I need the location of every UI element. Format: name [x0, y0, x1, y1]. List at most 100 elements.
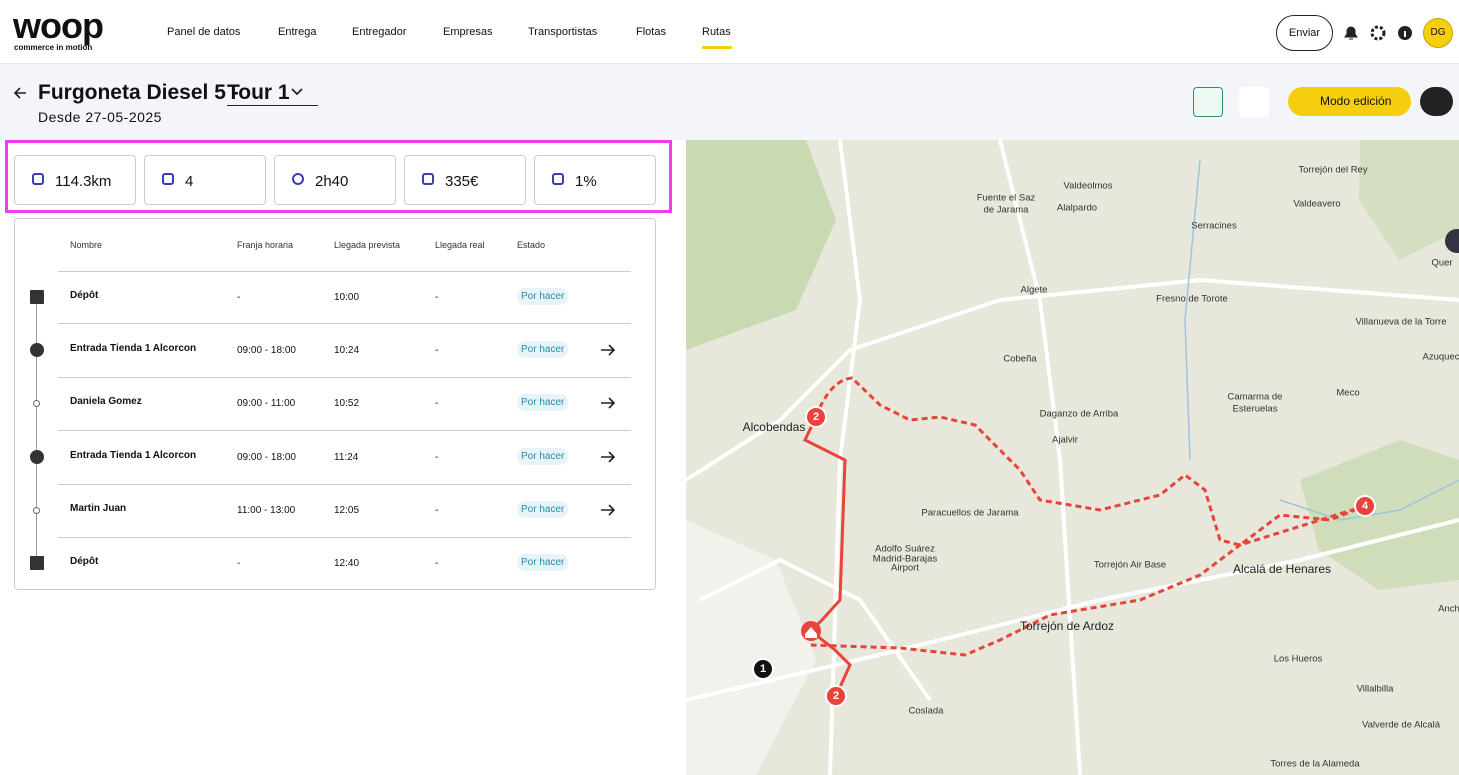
status-badge: Por hacer — [517, 394, 569, 411]
row-divider — [58, 377, 631, 378]
stop-name: Martin Juan — [70, 503, 127, 514]
tour-select[interactable]: Tour 1 — [227, 81, 318, 106]
stop-name: Dépôt — [70, 556, 99, 567]
row-arrow[interactable] — [600, 503, 616, 517]
unlock-button[interactable] — [1193, 87, 1223, 117]
stat-icon — [552, 173, 564, 185]
nav-item[interactable]: Entregador — [352, 26, 407, 38]
map-label: Camarma de — [1227, 391, 1283, 403]
map-label: Torrejón Air Base — [1093, 559, 1167, 571]
map-label: Algete — [1020, 284, 1048, 296]
stop-name: Entrada Tienda 1 Alcorcon — [70, 343, 197, 354]
cell: - — [435, 505, 439, 516]
cell: - — [435, 452, 439, 463]
row-divider — [58, 484, 631, 485]
map-marker[interactable]: 4 — [1354, 495, 1376, 517]
column-header: Estado — [517, 240, 546, 250]
map-label: Esteruelas — [1232, 403, 1278, 415]
timeline — [36, 297, 37, 563]
stop-name: Dépôt — [70, 290, 99, 301]
nav-item[interactable]: Flotas — [636, 26, 666, 38]
map-label: Anch — [1438, 603, 1459, 615]
stat-icon — [32, 173, 44, 185]
map[interactable] — [686, 140, 1459, 775]
cell: - — [237, 558, 241, 569]
navbar: woop commerce in motion Enviar DG — [0, 0, 1459, 64]
cell: - — [435, 398, 439, 409]
map-control[interactable] — [1445, 229, 1459, 253]
map-label: Cobeña — [1003, 353, 1037, 365]
map-label: Serracines — [1191, 220, 1237, 232]
status-badge: Por hacer — [517, 501, 569, 518]
status-badge: Por hacer — [517, 554, 569, 571]
map-label: Airport — [891, 562, 919, 574]
avatar[interactable]: DG — [1423, 18, 1453, 48]
depot-icon — [30, 290, 44, 304]
map-label: Alalpardo — [1056, 202, 1098, 214]
depot-icon — [30, 556, 44, 570]
column-header: Llegada real — [435, 240, 485, 250]
truck-button[interactable] — [1420, 87, 1453, 116]
cell: 10:00 — [334, 292, 360, 303]
map-label: Villalbilla — [1356, 683, 1394, 695]
info-glyph — [1404, 31, 1406, 37]
settings-icon[interactable] — [1370, 25, 1386, 41]
cell: 09:00 - 18:00 — [237, 345, 296, 356]
nav-item[interactable]: Rutas — [702, 26, 731, 38]
nav-item[interactable]: Entrega — [278, 26, 317, 38]
row-arrow[interactable] — [600, 343, 616, 357]
cell: - — [435, 292, 439, 303]
map-label: Adolfo Suárez — [875, 543, 935, 555]
cell: - — [435, 558, 439, 569]
edit-mode-button[interactable]: Modo edición — [1288, 87, 1411, 116]
send-button[interactable]: Enviar — [1276, 15, 1333, 51]
store-icon — [30, 450, 44, 464]
nav-item[interactable]: Transportistas — [528, 26, 598, 38]
map-marker[interactable]: 2 — [805, 406, 827, 428]
map-label: Los Hueros — [1273, 653, 1323, 665]
stop-name: Entrada Tienda 1 Alcorcon — [70, 450, 197, 461]
bell-icon[interactable] — [1344, 26, 1358, 40]
stat-card: 114.3km — [14, 155, 136, 205]
status-badge: Por hacer — [517, 288, 569, 305]
row-divider — [58, 430, 631, 431]
row-arrow[interactable] — [600, 450, 616, 464]
map-label: Torrejón del Rey — [1298, 164, 1368, 176]
nav-item[interactable]: Empresas — [443, 26, 493, 38]
status-badge: Por hacer — [517, 341, 569, 358]
map-label: Fresno de Torote — [1156, 293, 1228, 305]
map-marker[interactable]: 1 — [752, 658, 774, 680]
stat-card: 4 — [144, 155, 266, 205]
map-marker[interactable]: 2 — [825, 685, 847, 707]
cell: 10:52 — [334, 398, 360, 409]
stop-dot — [33, 507, 40, 514]
cell: 09:00 - 11:00 — [237, 398, 296, 409]
cell: 12:05 — [334, 505, 360, 516]
map-label: Coslada — [908, 705, 944, 717]
cell: 10:24 — [334, 345, 360, 356]
row-divider — [58, 537, 631, 538]
row-arrow[interactable] — [600, 396, 616, 410]
cell: 09:00 - 18:00 — [237, 452, 296, 463]
map-label: de Jarama — [983, 204, 1029, 216]
map-label: Alcobendas — [742, 420, 806, 434]
nav-item[interactable]: Panel de datos — [167, 26, 241, 38]
cell: 11:00 - 13:00 — [237, 505, 296, 516]
stop-dot — [33, 400, 40, 407]
nav-icons — [1344, 25, 1412, 41]
chevron — [291, 88, 303, 96]
map-label: Alcalá de Henares — [1232, 562, 1332, 576]
cell: 11:24 — [334, 452, 359, 463]
status-badge: Por hacer — [517, 448, 569, 465]
back-arrow[interactable] — [12, 85, 28, 101]
active-underline — [702, 46, 732, 49]
column-header: Llegada prevista — [334, 240, 401, 250]
map-label: Azuquec — [1422, 351, 1459, 363]
cell: 12:40 — [334, 558, 360, 569]
stop-name: Daniela Gomez — [70, 396, 142, 407]
stat-icon — [162, 173, 174, 185]
row-divider — [58, 271, 631, 272]
logo[interactable]: woop — [13, 5, 104, 46]
remove-button[interactable] — [1239, 87, 1269, 117]
